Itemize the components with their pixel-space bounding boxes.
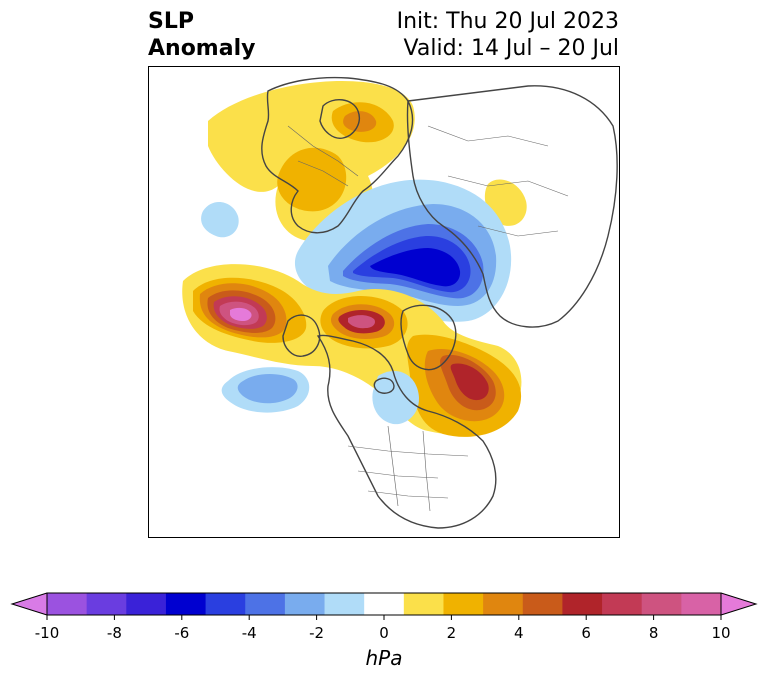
colorbar-swatch <box>245 593 286 615</box>
valid-range: Valid: 14 Jul – 20 Jul <box>403 36 619 61</box>
colorbar-swatch <box>284 593 326 615</box>
colorbar-tick-label: 8 <box>648 624 659 642</box>
colorbar-swatch <box>403 593 444 615</box>
colorbar-segments <box>12 593 756 615</box>
slp-anomaly-map <box>148 66 620 538</box>
colorbar-swatch <box>86 593 127 615</box>
coastline-europe <box>261 76 414 234</box>
colorbar-swatch <box>562 593 603 615</box>
anomaly-field <box>182 80 527 437</box>
anomaly-negative-iceland <box>372 371 419 425</box>
colorbar-swatch <box>364 593 405 615</box>
colorbar-swatch <box>602 593 643 615</box>
colorbar <box>10 592 758 620</box>
colorbar-ticks <box>46 615 722 620</box>
colorbar-extend-high-fill <box>721 593 756 615</box>
colorbar-tick-label: 2 <box>446 624 457 642</box>
colorbar-extend-high <box>720 592 758 616</box>
anomaly-negative-atlantic <box>201 201 239 238</box>
colorbar-extend-low-fill <box>12 593 47 615</box>
coastline-alaska <box>282 314 321 357</box>
map-title: SLP Anomaly <box>148 8 255 62</box>
colorbar-tick-label: -8 <box>106 624 122 642</box>
colorbar-tick-label: -10 <box>34 624 60 642</box>
title-line-2: Anomaly <box>148 36 256 61</box>
colorbar-tick-label: 0 <box>379 624 389 642</box>
colorbar-swatch <box>641 593 682 615</box>
coastline-iceland <box>373 377 395 394</box>
colorbar-swatch <box>47 593 88 615</box>
colorbar-swatch <box>522 593 563 615</box>
colorbar-tick-label: -6 <box>174 624 190 642</box>
colorbar-swatch <box>165 593 207 615</box>
colorbar-extend-low <box>10 592 48 616</box>
colorbar-swatch <box>443 593 484 615</box>
colorbar-swatch <box>681 593 722 615</box>
country-borders <box>287 125 569 512</box>
map-subtitle: Init: Thu 20 Jul 2023 Valid: 14 Jul – 20… <box>397 8 619 62</box>
colorbar-tick-label: 10 <box>711 624 731 642</box>
title-line-1: SLP <box>148 9 194 34</box>
colorbar-tick-label: -4 <box>241 624 257 642</box>
colorbar-tick-label: 6 <box>581 624 591 642</box>
coastlines <box>261 76 618 529</box>
colorbar-unit-label: hPa <box>365 646 403 670</box>
coastline-north-america <box>316 334 497 529</box>
init-date: Init: Thu 20 Jul 2023 <box>396 9 619 34</box>
colorbar-tick-label: 4 <box>514 624 524 642</box>
coastline-greenland <box>400 304 457 371</box>
coastline-scandinavia <box>319 99 360 139</box>
colorbar-swatch <box>126 593 167 615</box>
colorbar-swatch <box>324 593 365 615</box>
colorbar-tick-label: -2 <box>309 624 325 642</box>
colorbar-swatch <box>483 593 524 615</box>
colorbar-swatch <box>205 593 246 615</box>
coastline-asia <box>406 85 618 328</box>
